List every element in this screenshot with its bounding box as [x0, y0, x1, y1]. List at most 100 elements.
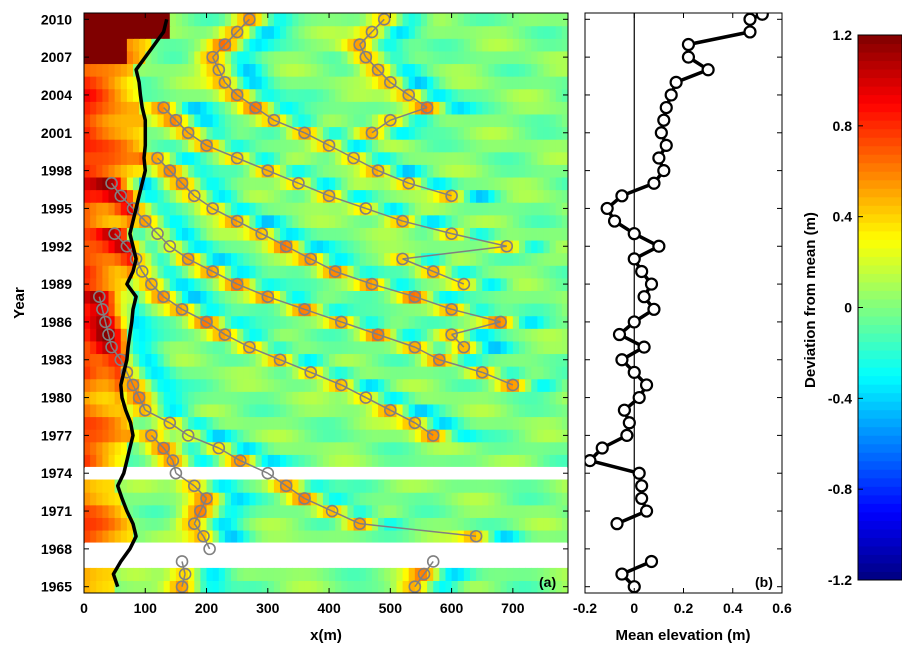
heatmap-cell [396, 340, 404, 355]
heatmap-cell [463, 277, 471, 291]
heatmap-cell [347, 38, 355, 52]
heatmap-cell [163, 529, 171, 544]
crest-segment [224, 31, 238, 46]
heatmap-cell [206, 366, 214, 380]
heatmap-cell [402, 529, 410, 544]
heatmap-cell [457, 315, 465, 329]
heatmap-cell [476, 492, 483, 506]
heatmap-cell [390, 214, 398, 228]
heatmap-cell [353, 189, 361, 203]
heatmap-cell [126, 239, 134, 254]
heatmap-cell [90, 239, 97, 254]
heatmap-cell [353, 202, 361, 216]
heatmap-cell [525, 113, 532, 128]
heatmap-cell [518, 416, 526, 430]
heatmap-cell [292, 214, 300, 228]
heatmap-cell [543, 529, 551, 544]
heatmap-cell [261, 239, 269, 254]
heatmap-cell [286, 303, 293, 317]
heatmap-cell [439, 366, 447, 380]
heatmap-cell [273, 50, 281, 65]
heatmap-cell [414, 252, 422, 266]
heatmap-cell [206, 353, 214, 367]
heatmap-cell [488, 239, 496, 254]
heatmap-cell [237, 189, 244, 203]
heatmap-cell [126, 189, 134, 203]
heatmap-cell [175, 202, 183, 216]
heatmap-cell [390, 277, 398, 291]
heatmap-cell [439, 277, 447, 291]
heatmap-cell [371, 429, 379, 443]
heatmap-cell [518, 315, 526, 329]
heatmap-cell [231, 277, 238, 291]
heatmap-cell [543, 340, 551, 355]
heatmap-cell [329, 76, 336, 90]
x-tick-label: -0.2 [573, 600, 597, 616]
heatmap-cell [322, 76, 330, 90]
heatmap-cell [482, 403, 489, 418]
heatmap-cell [341, 492, 349, 506]
heatmap-cell [261, 227, 269, 241]
heatmap-cell [439, 76, 447, 90]
heatmap-cell [212, 303, 220, 317]
heatmap-cell [384, 340, 391, 355]
heatmap-cell [157, 378, 165, 392]
heatmap-cell [494, 378, 502, 392]
heatmap-cell [224, 492, 232, 506]
heatmap-cell [469, 202, 477, 216]
heatmap-cell [120, 113, 128, 128]
heatmap-cell [365, 479, 373, 493]
heatmap-cell [249, 25, 257, 39]
heatmap-cell [200, 76, 208, 90]
heatmap-cell [218, 340, 226, 355]
heatmap-cell [555, 391, 563, 405]
heatmap-cell [322, 151, 330, 165]
heatmap-cell [555, 63, 563, 77]
mean-elevation-marker [635, 264, 649, 279]
heatmap-cell [249, 416, 257, 430]
heatmap-cell [163, 504, 171, 518]
heatmap-cell [102, 189, 110, 203]
heatmap-cell [151, 176, 159, 191]
heatmap-cell [402, 479, 410, 493]
heatmap-cell [390, 126, 398, 140]
heatmap-cell [108, 504, 116, 518]
heatmap-cell [200, 38, 208, 52]
heatmap-cell [231, 328, 238, 342]
heatmap-cell [169, 580, 177, 593]
heatmap-cell [359, 189, 367, 203]
heatmap-cell [304, 277, 312, 291]
heatmap-cell [188, 504, 195, 518]
heatmap-cell [102, 391, 110, 405]
heatmap-cell [310, 13, 318, 27]
heatmap-cell [463, 416, 471, 430]
panel-a: 0 100 200 300 400 500 600 700196519681971197419… [11, 11, 569, 644]
heatmap-cell [157, 38, 165, 52]
heatmap-cell [108, 454, 116, 468]
heatmap-cell [384, 164, 391, 178]
heatmap-cell [224, 265, 232, 279]
heatmap-cell [108, 290, 116, 304]
heatmap-cell [427, 277, 434, 291]
heatmap-cell [237, 290, 244, 304]
heatmap-cell [378, 50, 385, 65]
heatmap-cell [500, 303, 508, 317]
heatmap-cell [298, 378, 306, 392]
heatmap-cell [414, 340, 422, 355]
heatmap-cell [469, 239, 477, 254]
heatmap-cell [531, 239, 538, 254]
heatmap-cell [347, 403, 355, 418]
heatmap-cell [347, 315, 355, 329]
heatmap-cell [224, 88, 232, 102]
crest-segment [110, 346, 122, 361]
crest-segment [138, 397, 146, 411]
crest-segment [377, 333, 416, 348]
heatmap-cell [537, 202, 545, 216]
heatmap-cell [90, 454, 97, 468]
heatmap-cell [304, 164, 312, 178]
heatmap-cell [378, 113, 385, 128]
colorbar-band [858, 103, 902, 113]
heatmap-cell [102, 13, 110, 27]
heatmap-cell [139, 391, 146, 405]
heatmap-cell [537, 353, 545, 367]
